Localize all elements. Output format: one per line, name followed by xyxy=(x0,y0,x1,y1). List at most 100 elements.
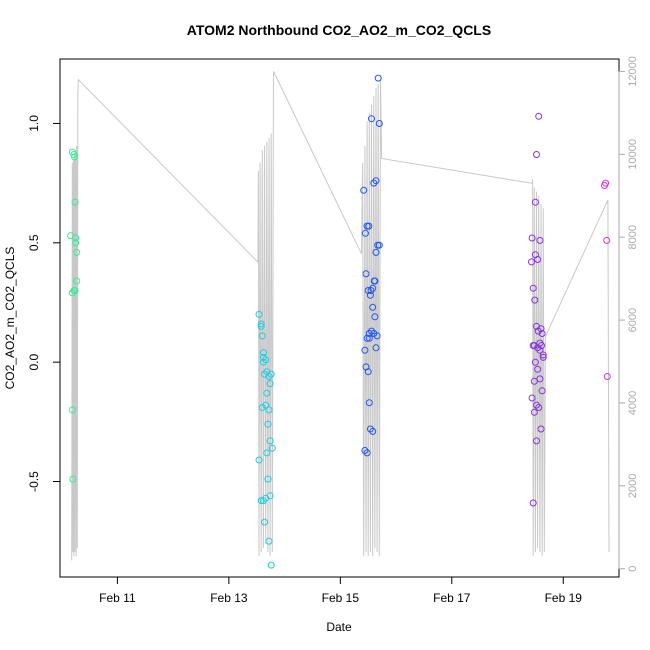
data-point-4-14 xyxy=(528,394,536,402)
right-tick-label: 10000 xyxy=(627,139,639,170)
data-point-4-13 xyxy=(538,387,546,395)
data-point-3-20 xyxy=(368,327,375,335)
data-point-4-2 xyxy=(529,284,537,292)
data-point-2-29 xyxy=(267,561,275,569)
right-tick-label: 4000 xyxy=(627,391,639,415)
data-point-3-14 xyxy=(369,303,377,311)
data-point-4-28 xyxy=(538,330,546,337)
right-axis: 0 2000 4000 6000 8000 10000 12000 xyxy=(618,56,639,572)
data-point-2-2 xyxy=(257,320,265,328)
altitude-line xyxy=(71,71,610,561)
data-point-2-30 xyxy=(259,353,267,361)
data-point-3-1 xyxy=(360,186,368,194)
data-point-5-4 xyxy=(603,373,611,380)
data-point-2-5 xyxy=(262,356,270,364)
data-point-1-3 xyxy=(71,153,78,161)
data-point-2-20 xyxy=(259,497,267,505)
data-point-2-25 xyxy=(265,537,273,545)
data-point-4-18 xyxy=(537,425,545,433)
data-point-3-21 xyxy=(370,330,378,337)
data-point-2-8 xyxy=(266,380,274,388)
data-point-2-15 xyxy=(268,444,276,452)
data-point-4-30 xyxy=(534,344,542,352)
data-point-2-24 xyxy=(261,518,268,526)
data-point-3-35 xyxy=(371,277,379,285)
data-point-5-3 xyxy=(603,236,611,244)
data-point-3-17 xyxy=(361,346,369,354)
data-point-4-26 xyxy=(535,112,543,120)
data-point-4-25 xyxy=(533,151,540,158)
data-point-3-24 xyxy=(364,368,372,376)
data-point-4-1 xyxy=(528,258,535,266)
x-axis-label: Date xyxy=(326,620,352,634)
data-point-3-28 xyxy=(363,449,371,457)
data-point-3-8 xyxy=(372,248,380,256)
chart-title: ATOM2 Northbound CO2_AO2_m_CO2_QCLS xyxy=(187,22,491,38)
data-point-2-9 xyxy=(267,370,275,378)
x-tick-label: Feb 15 xyxy=(322,591,360,605)
data-point-1-10 xyxy=(73,277,81,285)
data-point-2-17 xyxy=(264,420,272,428)
data-point-2-28 xyxy=(263,449,271,457)
data-point-3-26 xyxy=(369,427,377,435)
data-point-3-13 xyxy=(366,291,374,299)
y-axis-label: CO2_AO2_m_CO2_QCLS xyxy=(3,247,17,390)
data-point-5-2 xyxy=(602,179,610,187)
data-point-2-3 xyxy=(258,332,266,340)
y-tick-label: -0.5 xyxy=(27,471,41,492)
data-point-3-2 xyxy=(361,229,369,237)
x-tick-label: Feb 17 xyxy=(433,591,471,605)
points-layer xyxy=(67,74,611,569)
data-point-4-19 xyxy=(529,499,537,507)
data-point-4-17 xyxy=(535,404,543,411)
data-point-3-19 xyxy=(365,330,373,337)
right-tick-label: 8000 xyxy=(627,225,639,249)
data-point-2-12 xyxy=(261,370,268,378)
data-point-4-12 xyxy=(536,375,544,383)
data-point-3-4 xyxy=(365,222,373,230)
data-point-4-22 xyxy=(536,236,544,244)
right-tick-label: 0 xyxy=(627,566,639,572)
data-point-3-31 xyxy=(370,179,378,187)
data-point-2-26 xyxy=(255,456,263,464)
data-point-4-11 xyxy=(534,365,542,373)
data-point-2-18 xyxy=(266,437,274,445)
data-point-2-11 xyxy=(259,358,267,366)
data-point-4-31 xyxy=(536,346,544,354)
data-point-2-27 xyxy=(258,404,266,411)
data-point-2-4 xyxy=(259,349,267,357)
data-point-2-13 xyxy=(263,389,271,397)
data-point-4-15 xyxy=(530,408,538,416)
data-point-1-7 xyxy=(73,248,81,256)
data-point-4-23 xyxy=(528,234,536,242)
x-tick-label: Feb 11 xyxy=(99,591,136,605)
data-point-1-14 xyxy=(72,239,80,247)
data-point-3-36 xyxy=(375,241,383,249)
data-point-3-22 xyxy=(372,344,380,352)
data-point-1-13 xyxy=(69,475,77,483)
data-point-4-32 xyxy=(539,351,547,359)
data-point-1-4 xyxy=(71,198,79,206)
data-point-3-27 xyxy=(361,447,369,454)
right-tick-label: 2000 xyxy=(627,474,639,498)
data-point-4-27 xyxy=(537,325,545,333)
data-point-4-7 xyxy=(538,342,545,349)
data-point-4-10 xyxy=(531,358,539,366)
data-point-4-16 xyxy=(533,437,540,445)
data-point-3-29 xyxy=(365,399,373,407)
data-point-3-10 xyxy=(375,120,383,127)
x-axis: Feb 11 Feb 13 Feb 15 Feb 17 Feb 19 xyxy=(99,576,582,605)
data-point-3-34 xyxy=(365,334,373,342)
data-point-2-14 xyxy=(265,406,273,414)
data-point-3-32 xyxy=(372,177,380,185)
altitude-line-layer xyxy=(71,71,610,561)
data-point-4-33 xyxy=(530,377,538,385)
y-tick-label: 0.0 xyxy=(27,353,41,370)
data-point-4-34 xyxy=(533,401,540,409)
data-point-1-11 xyxy=(71,287,79,294)
data-point-3-11 xyxy=(362,270,370,278)
data-point-3-15 xyxy=(371,313,379,321)
data-point-2-10 xyxy=(257,322,265,330)
data-point-2-23 xyxy=(266,492,274,500)
